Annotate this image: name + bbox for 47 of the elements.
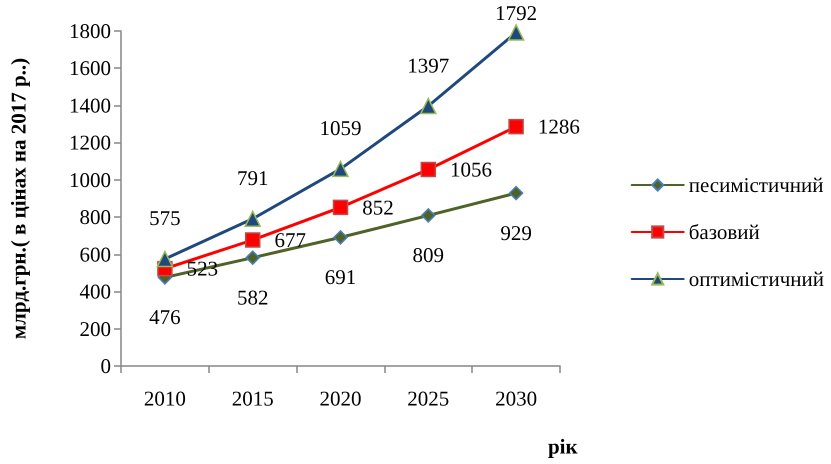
point	[508, 118, 524, 134]
x-tick-label: 2030	[495, 386, 538, 410]
point	[332, 200, 348, 216]
point	[245, 250, 260, 265]
y-tick-label: 400	[80, 280, 111, 304]
point	[333, 230, 348, 245]
y-tick-label: 1400	[69, 93, 111, 118]
y-tick-label: 1000	[69, 168, 111, 192]
data-label: 1397	[407, 53, 450, 78]
point	[156, 250, 174, 268]
data-label: 1059	[320, 116, 362, 140]
y-tick-label: 600	[80, 242, 111, 266]
data-label: 929	[500, 220, 532, 245]
y-tick-label: 800	[80, 205, 111, 230]
legend-label: оптимістичний	[688, 267, 824, 291]
y-tick-label: 1600	[69, 56, 111, 80]
point	[420, 98, 437, 114]
data-label: 582	[236, 285, 268, 310]
point	[508, 186, 524, 200]
data-label: 1056	[450, 157, 492, 182]
data-label: 809	[412, 243, 444, 268]
legend-label: песимістичний	[688, 173, 824, 197]
x-axis-title: рік	[548, 434, 579, 458]
y-tick-label: 0	[100, 354, 111, 378]
data-label: 1286	[538, 114, 580, 139]
point	[332, 160, 349, 178]
data-label: 691	[324, 265, 356, 290]
y-tick-label: 1200	[69, 130, 111, 155]
data-label: 852	[362, 195, 394, 220]
data-label: 791	[236, 166, 268, 190]
point	[421, 208, 436, 223]
point	[508, 24, 524, 41]
data-label: 476	[149, 305, 181, 330]
point	[244, 232, 260, 248]
y-tick-label: 200	[80, 316, 111, 341]
data-label: 677	[274, 228, 306, 252]
legend-label: базовий	[688, 220, 760, 244]
data-label: 1792	[495, 0, 538, 25]
point	[420, 162, 436, 178]
y-tick-label: 1800	[69, 19, 111, 43]
y-axis-title: млрд.грн.( в цінах на 2017 р..)	[6, 58, 30, 340]
point	[244, 210, 261, 228]
data-label: 575	[149, 206, 181, 230]
x-tick-label: 2020	[320, 386, 362, 410]
x-tick-label: 2015	[232, 386, 274, 410]
x-tick-label: 2025	[407, 386, 450, 410]
x-tick-label: 2010	[144, 386, 186, 410]
